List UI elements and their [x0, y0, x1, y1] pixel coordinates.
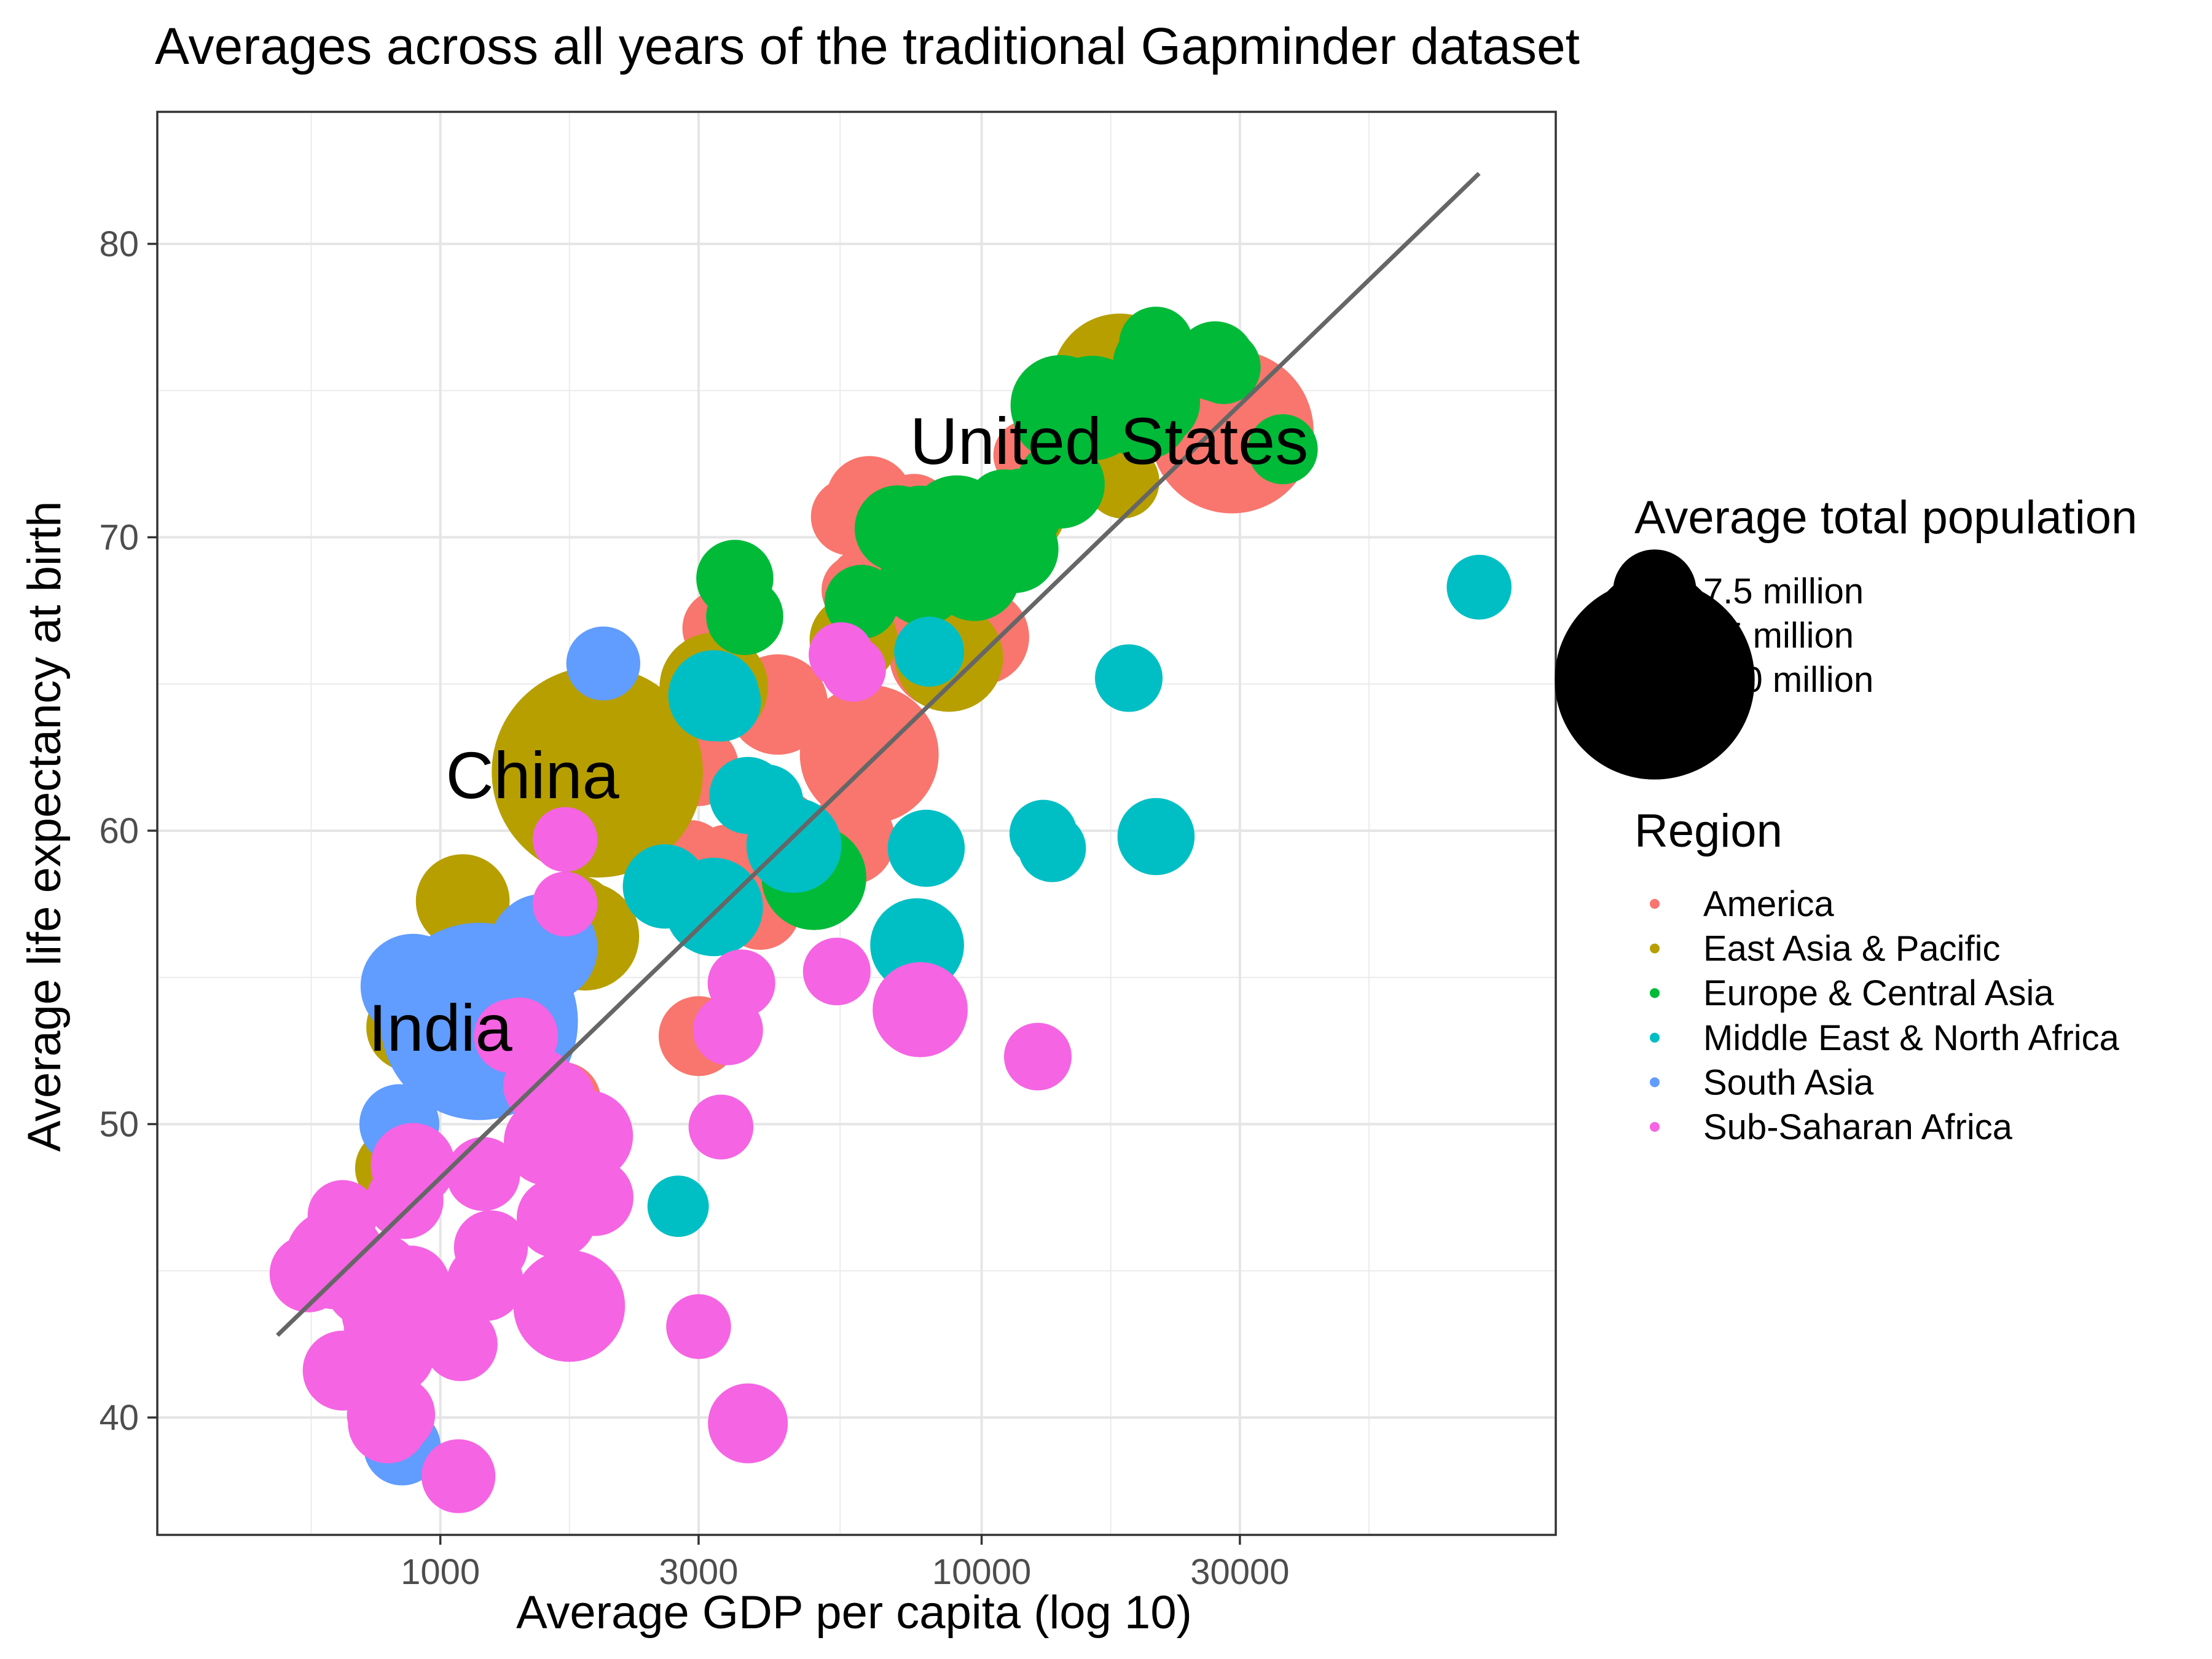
- data-point-europe-central-asia: [706, 578, 783, 656]
- data-point-europe-central-asia: [879, 537, 968, 626]
- y-tick-label: 80: [99, 224, 139, 264]
- color-legend-key: [1650, 1077, 1660, 1088]
- color-legend-label: East Asia & Pacific: [1703, 929, 2001, 969]
- data-point-sub-saharan-africa: [348, 1383, 428, 1464]
- data-point-middle-east-north-africa: [664, 858, 763, 957]
- color-legend-label: Sub-Saharan Africa: [1703, 1107, 2013, 1147]
- data-point-middle-east-north-africa: [1018, 814, 1086, 882]
- data-point-middle-east-north-africa: [1117, 798, 1195, 876]
- data-point-sub-saharan-africa: [802, 938, 871, 1006]
- color-legend-label: Middle East & North Africa: [1703, 1018, 2120, 1058]
- data-point-sub-saharan-africa: [708, 1383, 788, 1464]
- trend-line: [276, 171, 1481, 1337]
- data-point-europe-central-asia: [1247, 414, 1318, 485]
- data-point-south-asia: [566, 626, 640, 700]
- x-axis-label: Average GDP per capita (log 10): [516, 1586, 1192, 1639]
- data-point-sub-saharan-africa: [666, 1294, 731, 1359]
- y-tick-label: 70: [99, 517, 139, 557]
- data-point-sub-saharan-africa: [366, 1161, 444, 1239]
- y-tick-label: 50: [99, 1104, 139, 1144]
- data-point-middle-east-north-africa: [1446, 554, 1512, 620]
- size-legend-key: [1555, 579, 1755, 780]
- y-tick-label: 40: [99, 1398, 139, 1438]
- data-point-sub-saharan-africa: [421, 1439, 496, 1513]
- point-labels: United States China India: [369, 404, 1309, 1065]
- point-label: China: [446, 738, 620, 812]
- color-legend-key: [1650, 1122, 1660, 1132]
- data-point-middle-east-north-africa: [647, 1175, 709, 1237]
- chart-title: Averages across all years of the traditi…: [155, 17, 1580, 75]
- y-axis: 40 50 60 70 80: [99, 224, 157, 1438]
- data-point-sub-saharan-africa: [692, 995, 763, 1065]
- color-legend-label: Europe & Central Asia: [1703, 973, 2054, 1013]
- x-tick-label: 1000: [401, 1552, 480, 1592]
- color-legend-key: [1650, 988, 1660, 998]
- point-label: India: [369, 990, 513, 1065]
- point-label: United States: [910, 404, 1308, 478]
- data-point-middle-east-north-africa: [1095, 644, 1163, 712]
- data-point-sub-saharan-africa: [873, 962, 968, 1057]
- data-point-middle-east-north-africa: [681, 661, 761, 742]
- data-point-sub-saharan-africa: [423, 1307, 498, 1381]
- size-legend-label: 750 million: [1703, 660, 1873, 700]
- data-point-middle-east-north-africa: [746, 798, 842, 893]
- x-axis: 1000 3000 10000 30000: [401, 1535, 1290, 1592]
- data-point-middle-east-north-africa: [894, 616, 965, 687]
- x-tick-label: 3000: [659, 1552, 738, 1592]
- color-legend-label: South Asia: [1703, 1062, 1874, 1102]
- data-point-middle-east-north-africa: [887, 809, 965, 887]
- panel-border: [156, 111, 1557, 1536]
- data-point-sub-saharan-africa: [516, 1178, 597, 1258]
- data-point-sub-saharan-africa: [513, 1250, 626, 1362]
- y-tick-label: 60: [99, 811, 139, 851]
- data-point-america: [817, 694, 898, 774]
- y-axis-label: Average life expectancy at birth: [18, 501, 71, 1152]
- color-legend-label: America: [1703, 884, 1834, 924]
- color-legend: Region America East Asia & PacificEurope …: [1634, 805, 2120, 1147]
- data-point-sub-saharan-africa: [821, 637, 886, 702]
- data-point-sub-saharan-africa: [532, 871, 598, 937]
- data-point-sub-saharan-africa: [532, 807, 598, 873]
- size-legend-label: 7.5 million: [1703, 571, 1864, 611]
- size-legend-title: Average total population: [1634, 492, 2137, 544]
- x-tick-label: 10000: [932, 1552, 1031, 1592]
- data-point-sub-saharan-africa: [1003, 1022, 1072, 1091]
- x-tick-label: 30000: [1190, 1552, 1289, 1592]
- data-points: [269, 307, 1512, 1513]
- color-legend-key: [1650, 899, 1660, 909]
- data-point-europe-central-asia: [824, 565, 899, 639]
- data-point-sub-saharan-africa: [688, 1094, 754, 1159]
- color-legend-key: [1650, 943, 1660, 954]
- data-point-europe-central-asia: [1186, 330, 1261, 404]
- data-point-sub-saharan-africa: [446, 1137, 520, 1211]
- color-legend-title: Region: [1634, 805, 1783, 857]
- color-legend-key: [1650, 1032, 1660, 1043]
